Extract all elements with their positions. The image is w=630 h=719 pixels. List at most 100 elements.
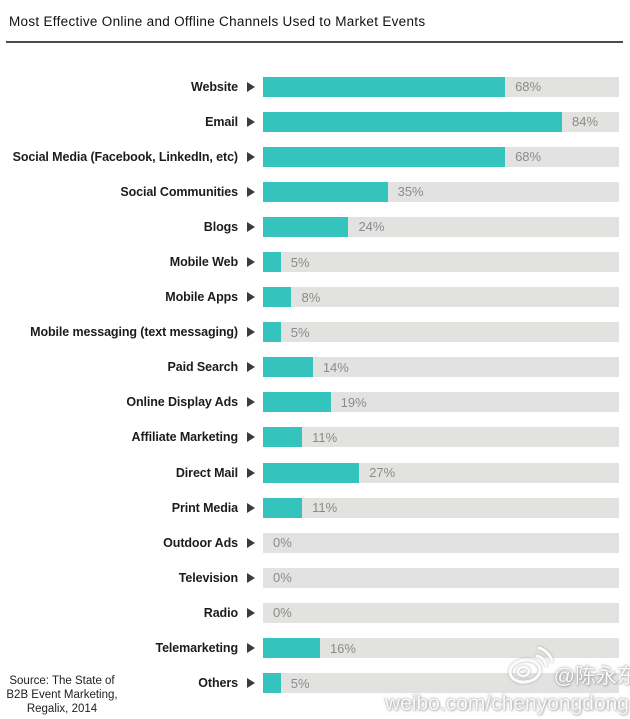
category-label: Telemarketing [155, 641, 238, 656]
bar-fill [263, 322, 281, 343]
bar-fill [263, 252, 281, 273]
bar-track: 11% [263, 427, 619, 448]
value-label: 5% [290, 675, 310, 691]
arrow-icon [238, 327, 263, 338]
chart-row: Social Media (Facebook, LinkedIn, etc) 6… [0, 139, 630, 174]
bar-fill [263, 497, 303, 518]
arrow-icon [238, 432, 263, 443]
arrow-icon [238, 607, 263, 618]
value-label: 8% [301, 289, 321, 305]
arrow-icon [238, 292, 263, 303]
arrow-icon [238, 116, 263, 127]
arrow-icon [238, 81, 263, 92]
watermark-url: weibo.com/chenyongdong [384, 692, 629, 715]
bar-fill [263, 287, 292, 308]
chart-row: Telemarketing 16% [0, 631, 630, 666]
category-label: Others [198, 676, 238, 691]
bar-track: 68% [263, 76, 619, 97]
category-label: Social Communities [120, 184, 238, 199]
value-label: 24% [358, 219, 385, 235]
bar-fill [263, 146, 506, 167]
arrow-icon [238, 537, 263, 548]
value-label: 68% [515, 79, 542, 95]
category-label: Radio [203, 605, 238, 620]
category-label: Print Media [171, 500, 238, 515]
category-label: Blogs [203, 219, 238, 234]
category-label: Social Media (Facebook, LinkedIn, etc) [12, 149, 239, 164]
bar-track: 11% [263, 497, 619, 518]
bar-fill [263, 462, 360, 483]
category-label: Direct Mail [175, 465, 238, 480]
value-label: 68% [515, 149, 542, 165]
bar-track: 84% [263, 111, 619, 132]
category-label: Television [178, 570, 238, 585]
chart-row: Television 0% [0, 560, 630, 595]
arrow-icon [238, 397, 263, 408]
source-line-2: B2B Event Marketing, [6, 689, 118, 701]
bar-track: 5% [263, 322, 619, 343]
source-line-1: Source: The State of [9, 675, 115, 687]
value-label: 11% [312, 429, 338, 445]
arrow-icon [238, 678, 263, 689]
chart-rows: Website 68% Email 84% Social Media (Face… [0, 69, 630, 701]
arrow-icon [238, 186, 263, 197]
value-label: 5% [290, 254, 310, 270]
bar-track: 0% [263, 602, 619, 623]
chart-title: Most Effective Online and Offline Channe… [9, 14, 426, 29]
bar-track: 8% [263, 287, 619, 308]
arrow-icon [238, 221, 263, 232]
chart-row: Paid Search 14% [0, 350, 630, 385]
arrow-icon [238, 572, 263, 583]
bar-fill [263, 357, 313, 378]
chart-row: Mobile Web 5% [0, 244, 630, 279]
value-label: 0% [273, 535, 292, 551]
arrow-icon [238, 643, 263, 654]
chart-row: Print Media 11% [0, 490, 630, 525]
title-divider [6, 41, 623, 43]
bar-track: 16% [263, 638, 619, 659]
chart-row: Mobile Apps 8% [0, 280, 630, 315]
value-label: 0% [273, 605, 292, 621]
chart-page: Most Effective Online and Offline Channe… [0, 14, 630, 719]
source-line-3: Regalix, 2014 [26, 703, 98, 715]
arrow-icon [238, 467, 263, 478]
category-label: Outdoor Ads [163, 535, 238, 550]
category-label: Website [191, 79, 238, 94]
value-label: 84% [572, 114, 599, 130]
category-label: Mobile Web [169, 255, 238, 270]
category-label: Email [205, 114, 238, 129]
bar-fill [263, 392, 331, 413]
chart-row: Direct Mail 27% [0, 455, 630, 490]
bar-track: 68% [263, 146, 619, 167]
value-label: 0% [273, 570, 292, 586]
bar-fill [263, 76, 506, 97]
chart-row: Website 68% [0, 69, 630, 104]
chart-row: Blogs 24% [0, 209, 630, 244]
bar-track: 35% [263, 181, 619, 202]
bar-fill [263, 216, 349, 237]
bar-track: 14% [263, 357, 619, 378]
chart-row: Affiliate Marketing 11% [0, 420, 630, 455]
chart-row: Mobile messaging (text messaging) 5% [0, 315, 630, 350]
value-label: 11% [312, 500, 338, 516]
category-label: Mobile Apps [165, 290, 238, 305]
bar-track: 5% [263, 673, 619, 694]
source-note: Source: The State of B2B Event Marketing… [0, 674, 124, 716]
bar-track: 0% [263, 532, 619, 553]
chart-row: Outdoor Ads 0% [0, 525, 630, 560]
value-label: 19% [340, 394, 367, 410]
chart-row: Online Display Ads 19% [0, 385, 630, 420]
arrow-icon [238, 257, 263, 268]
value-label: 5% [290, 324, 310, 340]
bar-fill [263, 111, 563, 132]
chart-row: Radio 0% [0, 595, 630, 630]
weibo-logo-icon [508, 646, 554, 684]
chart-row: Email 84% [0, 104, 630, 139]
category-label: Paid Search [167, 360, 239, 375]
bar-track: 19% [263, 392, 619, 413]
bar-fill [263, 427, 303, 448]
bar-track: 27% [263, 462, 619, 483]
chart-row: Others 5% [0, 666, 630, 701]
arrow-icon [238, 362, 263, 373]
value-label: 35% [397, 184, 424, 200]
